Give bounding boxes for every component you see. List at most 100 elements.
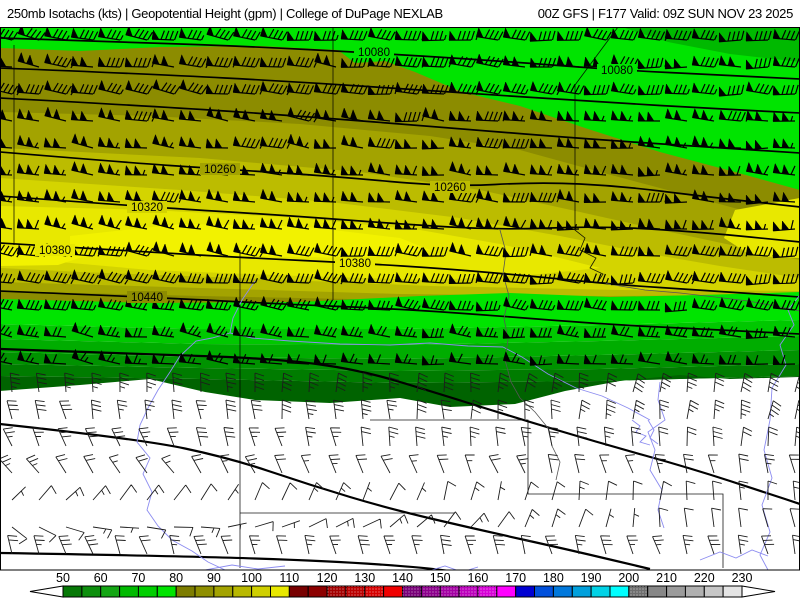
- wind-barb-pennants: [17, 348, 781, 366]
- wind-barb-row: [1, 133, 796, 151]
- colorbar-tick-label: 110: [279, 571, 299, 585]
- colorbar-tick-label: 70: [131, 571, 145, 585]
- wind-barb-staffs: [1, 82, 799, 97]
- colorbar-tick-label: 80: [169, 571, 183, 585]
- colorbar-tick-label: 150: [430, 571, 451, 585]
- wind-barb-row: [1, 321, 796, 339]
- wind-barb-row: [9, 372, 799, 393]
- wind-barb-staffs: [9, 372, 799, 393]
- wind-barb-row: [1, 51, 799, 70]
- colorbar-cell-9: [232, 585, 253, 598]
- colorbar-cell-27: [571, 585, 592, 598]
- wind-barb-staffs: [11, 480, 799, 501]
- colorbar-tick-label: 90: [207, 571, 221, 585]
- colorbar-cell-stipple: [628, 586, 648, 597]
- wind-barb-row: [2, 426, 799, 447]
- colorbar-tick-label: 140: [392, 571, 413, 585]
- wind-barb-staffs: [2, 426, 799, 447]
- isotach-band: [1, 336, 799, 359]
- wind-barb-pennants: [1, 133, 790, 151]
- height-contour-10200: [1, 97, 799, 154]
- colorbar-cell-25: [534, 585, 554, 598]
- wind-barb-row: [1, 214, 796, 232]
- river: [699, 549, 769, 561]
- wind-barb-pennants: [1, 160, 790, 177]
- contour-label-halo: [597, 64, 637, 76]
- wind-barb-row: [1, 453, 799, 474]
- colorbar-cell-stipple: [477, 586, 497, 597]
- colorbar-tick-label: 190: [581, 571, 602, 585]
- wind-barb-row: [1, 160, 796, 177]
- river: [647, 381, 666, 529]
- height-contour-10140: [1, 67, 799, 114]
- colorbar-cell-stipple: [440, 586, 460, 597]
- wind-barb-row: [1, 27, 799, 43]
- river: [647, 419, 659, 445]
- colorbar-arrow-right: [741, 585, 776, 598]
- contour-label: 10380: [339, 258, 371, 270]
- colorbar-cell-0: [62, 585, 83, 598]
- river: [205, 564, 286, 570]
- contour-label: 10380: [39, 245, 71, 257]
- colorbar: 50 60 70 80 90 100 110 120 130 140 150 160 170 180 190…: [29, 571, 776, 598]
- colorbar-cell-stipple: [421, 586, 441, 597]
- contour-label: 10260: [204, 164, 236, 176]
- wind-barb-staffs: [7, 534, 799, 555]
- wind-barb-row: [11, 507, 799, 545]
- wind-barb-staffs: [1, 453, 799, 474]
- river: [136, 332, 231, 570]
- contour-label-halo: [35, 244, 75, 256]
- wind-barb-staffs: [1, 55, 799, 70]
- title-bar: 250mb Isotachs (kts) | Geopotential Heig…: [0, 0, 800, 27]
- state-border: [370, 419, 724, 568]
- title-right: 00Z GFS | F177 Valid: 09Z SUN NOV 23 202…: [537, 6, 794, 21]
- colorbar-tick-label: 170: [505, 571, 526, 585]
- colorbar-tick-label: 60: [94, 571, 108, 585]
- wind-barb-pennants: [16, 295, 781, 313]
- wind-barb-staffs: [1, 271, 799, 286]
- wind-barb-row: [6, 399, 799, 420]
- colorbar-cell-5: [156, 585, 177, 598]
- wind-barb-row: [1, 268, 799, 286]
- wind-barb-pennants: [1, 106, 790, 122]
- colorbar-cell-35: [722, 585, 743, 598]
- colorbar-cell-24: [515, 585, 536, 598]
- colorbar-cell-4: [137, 585, 158, 598]
- wind-barb-row: [11, 480, 799, 501]
- colorbar-cell-29: [609, 585, 630, 598]
- wind-barb-staffs: [6, 399, 799, 420]
- height-contour-10620: [1, 551, 447, 570]
- wind-barb-row: [1, 78, 799, 97]
- wind-barb-row: [1, 295, 799, 313]
- height-contour-10440: [1, 290, 799, 335]
- colorbar-cell-11: [270, 585, 290, 598]
- river: [431, 565, 479, 570]
- colorbar-cell-32: [666, 585, 686, 598]
- colorbar-tick-label: 200: [618, 571, 639, 585]
- wind-barb-pennants: [16, 78, 781, 97]
- contour-label: 10440: [131, 292, 163, 304]
- contour-label: 10080: [601, 65, 633, 77]
- colorbar-cell-stipple: [345, 586, 365, 597]
- isotach-band: [1, 292, 799, 329]
- wind-barb-row: [1, 188, 796, 205]
- colorbar-cell-10: [251, 585, 272, 598]
- height-contour-10260: [1, 151, 799, 208]
- state-border: [574, 27, 619, 86]
- river-layer: [136, 229, 799, 570]
- wind-barb-row: [1, 348, 796, 366]
- height-contour-10320: [1, 195, 799, 243]
- title-left: 250mb Isotachs (kts) | Geopotential Heig…: [7, 6, 443, 21]
- colorbar-tick-label: 210: [656, 571, 677, 585]
- wind-barb-pennants: [16, 240, 781, 258]
- colorbar-cell-31: [647, 585, 668, 598]
- wind-barb-staffs: [1, 28, 799, 43]
- colorbar-cell-13: [307, 585, 328, 598]
- colorbar-cell-2: [100, 585, 121, 598]
- colorbar-tick-label: 50: [56, 571, 70, 585]
- isotach-fill-layer: [1, 27, 799, 570]
- wind-barb-pennants: [16, 268, 781, 286]
- colorbar-cell-8: [213, 585, 234, 598]
- colorbar-cell-1: [81, 585, 102, 598]
- colorbar-cell-17: [383, 585, 404, 598]
